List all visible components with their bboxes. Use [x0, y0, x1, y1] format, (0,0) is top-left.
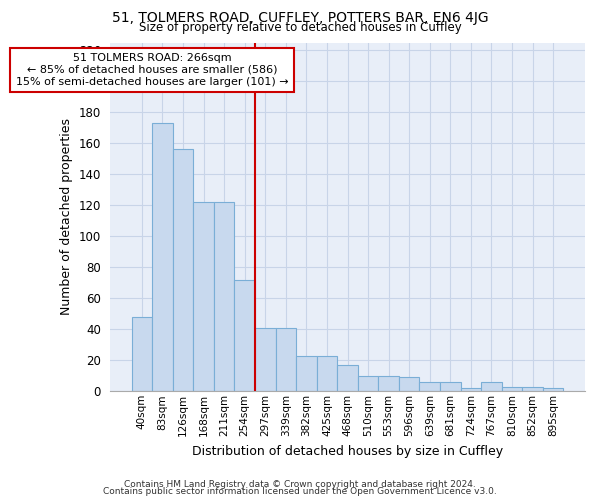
Bar: [173, 150, 193, 392]
Bar: [131, 317, 152, 392]
Bar: [481, 382, 502, 392]
Bar: [235, 280, 255, 392]
Bar: [543, 388, 563, 392]
Y-axis label: Number of detached properties: Number of detached properties: [60, 118, 73, 316]
Bar: [358, 376, 379, 392]
X-axis label: Distribution of detached houses by size in Cuffley: Distribution of detached houses by size …: [192, 444, 503, 458]
Text: 51, TOLMERS ROAD, CUFFLEY, POTTERS BAR, EN6 4JG: 51, TOLMERS ROAD, CUFFLEY, POTTERS BAR, …: [112, 11, 488, 25]
Bar: [379, 376, 399, 392]
Bar: [255, 328, 275, 392]
Bar: [152, 123, 173, 392]
Bar: [337, 365, 358, 392]
Bar: [440, 382, 461, 392]
Text: 51 TOLMERS ROAD: 266sqm
← 85% of detached houses are smaller (586)
15% of semi-d: 51 TOLMERS ROAD: 266sqm ← 85% of detache…: [16, 54, 289, 86]
Bar: [419, 382, 440, 392]
Bar: [399, 378, 419, 392]
Bar: [275, 328, 296, 392]
Bar: [214, 202, 235, 392]
Bar: [522, 386, 543, 392]
Text: Contains public sector information licensed under the Open Government Licence v3: Contains public sector information licen…: [103, 487, 497, 496]
Bar: [193, 202, 214, 392]
Bar: [317, 356, 337, 392]
Text: Size of property relative to detached houses in Cuffley: Size of property relative to detached ho…: [139, 21, 461, 34]
Bar: [296, 356, 317, 392]
Bar: [461, 388, 481, 392]
Bar: [502, 386, 522, 392]
Text: Contains HM Land Registry data © Crown copyright and database right 2024.: Contains HM Land Registry data © Crown c…: [124, 480, 476, 489]
